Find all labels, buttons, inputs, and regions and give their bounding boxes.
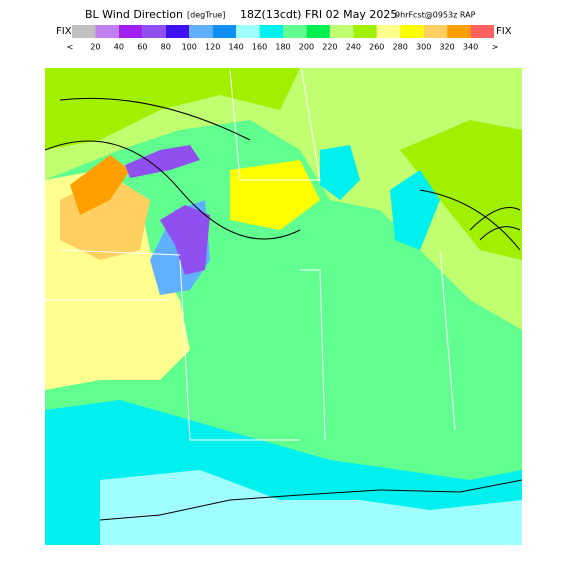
tick-label: 300 (416, 43, 431, 52)
swatch (400, 25, 424, 38)
tick-label: 180 (275, 43, 290, 52)
region (320, 145, 360, 200)
state-borders (45, 59, 456, 441)
swatch (118, 25, 143, 38)
region (45, 68, 522, 330)
region (400, 120, 522, 260)
region (45, 68, 300, 150)
fix-left: FIX (56, 26, 72, 37)
region (100, 470, 522, 545)
swatch (189, 25, 213, 38)
swatch (306, 25, 330, 38)
region (70, 155, 130, 215)
units: [degTrue] (187, 11, 225, 20)
swatch (447, 25, 471, 38)
tick-label: 280 (393, 43, 408, 52)
map (44, 59, 523, 545)
swatch (72, 25, 96, 38)
swatch (376, 25, 401, 38)
tick-label: 120 (205, 43, 220, 52)
region (230, 160, 320, 230)
tick-label: 260 (369, 43, 384, 52)
fix-right: FIX (496, 26, 512, 37)
region (125, 145, 200, 178)
tick-label: 80 (161, 43, 171, 52)
swatch (329, 25, 354, 38)
swatch (236, 25, 260, 38)
swatch (423, 25, 448, 38)
tick-label: 140 (228, 43, 243, 52)
valid-time: 18Z(13cdt) FRI 02 May 2025 (240, 8, 397, 21)
swatch (470, 25, 494, 38)
tick-label: 240 (346, 43, 361, 52)
tick-label: 320 (439, 43, 454, 52)
tick-label: 200 (299, 43, 314, 52)
tick-label: 340 (463, 43, 478, 52)
swatch (212, 25, 237, 38)
contours (44, 97, 523, 521)
swatch (259, 25, 283, 38)
swatch (283, 25, 307, 38)
tick-label: 100 (182, 43, 197, 52)
end-label: > (492, 43, 499, 52)
colorbar: 20 40 60 80 100 120 140 160 180 200 220 240 260 280 30… (72, 25, 494, 52)
start-label: < (67, 43, 74, 52)
swatch (165, 25, 190, 38)
region (160, 205, 210, 275)
tick-label: 40 (114, 43, 124, 52)
source: 9hrFcst@0953z RAP (395, 11, 476, 20)
tick-label: 220 (322, 43, 337, 52)
swatch (353, 25, 377, 38)
region (390, 170, 440, 250)
tick-label: 20 (90, 43, 100, 52)
tick-label: 160 (252, 43, 267, 52)
tick-label: 60 (137, 43, 147, 52)
title: BL Wind Direction (85, 8, 183, 21)
swatch (95, 25, 119, 38)
swatch (142, 25, 166, 38)
